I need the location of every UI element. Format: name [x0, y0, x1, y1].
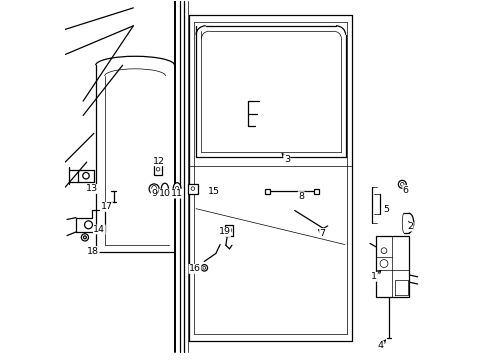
Text: 13: 13 — [86, 184, 98, 193]
Ellipse shape — [161, 183, 168, 195]
Ellipse shape — [81, 234, 88, 241]
Text: 10: 10 — [159, 189, 170, 198]
Text: 6: 6 — [402, 185, 408, 194]
Text: 1: 1 — [370, 272, 377, 281]
Bar — [154, 161, 162, 175]
Ellipse shape — [84, 221, 92, 229]
Text: 12: 12 — [153, 157, 165, 166]
Bar — [313, 189, 318, 194]
Bar — [376, 236, 408, 297]
Text: 9: 9 — [151, 189, 157, 198]
Ellipse shape — [82, 172, 89, 179]
Text: 18: 18 — [87, 247, 99, 256]
Text: 2: 2 — [407, 222, 412, 231]
Text: 15: 15 — [207, 187, 220, 196]
Ellipse shape — [173, 183, 181, 195]
Bar — [265, 189, 270, 194]
Text: 16: 16 — [189, 265, 201, 274]
Text: 5: 5 — [383, 205, 388, 214]
Ellipse shape — [201, 265, 207, 271]
Text: 8: 8 — [298, 192, 304, 201]
Text: 7: 7 — [319, 229, 325, 238]
Ellipse shape — [149, 184, 159, 194]
Text: 4: 4 — [377, 341, 383, 350]
Text: 11: 11 — [171, 189, 183, 198]
Text: 19: 19 — [218, 228, 230, 237]
Bar — [187, 184, 198, 194]
Text: 3: 3 — [283, 155, 289, 164]
Ellipse shape — [398, 180, 406, 188]
Text: 17: 17 — [100, 202, 112, 211]
Text: 14: 14 — [93, 225, 105, 234]
